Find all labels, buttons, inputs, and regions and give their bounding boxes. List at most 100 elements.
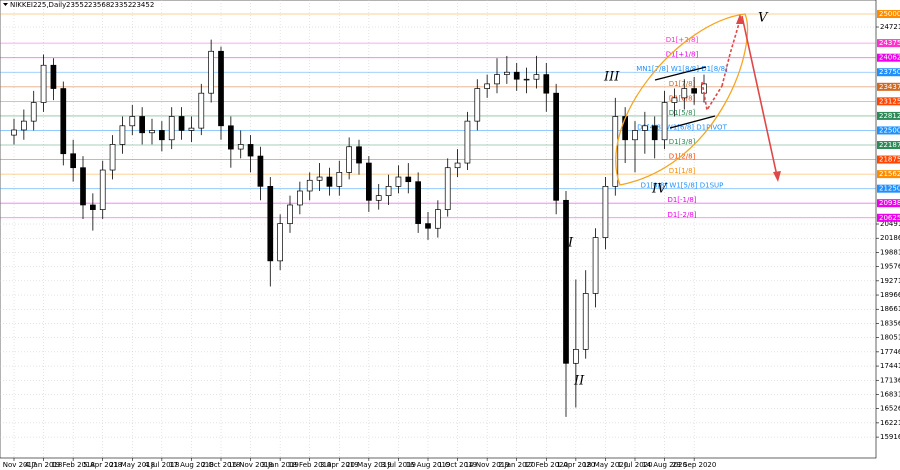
candle-body [701,83,707,94]
candle-body [375,195,382,201]
candle-body [198,92,205,129]
candle-body [494,74,500,85]
candle-body [208,50,214,94]
level-price: 24062 [879,54,900,62]
arrow-head [736,14,744,24]
y-tick-label: 17136 [880,376,900,384]
candle-body [671,97,678,103]
candle-body [70,153,76,169]
candle-body [444,167,451,210]
level-price: 20625 [879,214,900,222]
candle-body [50,64,57,89]
level-box [877,199,900,208]
candle-body [247,144,254,157]
level-label: D1[-2/8] [667,211,696,219]
y-tick-label: 20491 [880,220,900,228]
ellipse [615,13,749,186]
candle-body [159,130,165,141]
candle-body [464,120,471,164]
x-tick-label: 17 Aug 2018 [169,461,214,469]
trend-line [669,115,716,129]
ohlc-value: 23452 [132,1,154,9]
candle-body [188,127,195,131]
wave-label: IV [651,182,668,197]
x-tick-label: 21 May 2018 [109,461,155,469]
x-tick-label: 19 Feb 2018 [51,461,95,469]
x-tick-label: 14 Nov 2019 [465,461,510,469]
candle-body [257,155,264,187]
candle-body [425,223,431,229]
wave-label: II [573,374,585,389]
level-label: D1[-1/8] [667,196,696,204]
candle-body [691,88,697,94]
candle-body [297,190,303,206]
level-label: D1[+2/8] [666,36,699,44]
ohlc-value: 23552 [66,1,88,9]
level-box [877,82,900,91]
x-tick-label: 3 Jul 2019 [381,461,416,469]
level-label: D1[6/8] [669,94,696,102]
level-box [877,111,900,120]
level-box [877,155,900,164]
candle-body [218,50,224,127]
level-label: D1[4/8] W1[6/8] D1PIVOT [637,123,727,131]
level-price: 22812 [879,112,900,120]
level-box [877,213,900,222]
x-tick-label: 2 Jan 2020 [498,461,536,469]
forecast-path [741,15,778,177]
candle-body [11,129,17,136]
candle-body [237,144,244,150]
level-label: D1[3/8] [669,138,696,146]
level-label: D1[+1/8] [666,51,699,59]
x-tick-label: 16 Aug 2019 [406,461,451,469]
arrow-head [773,171,781,182]
candle-body [287,204,293,224]
candle-body [40,64,47,103]
y-tick-label: 18356 [880,319,900,327]
level-price: 21562 [879,170,900,178]
level-price: 21250 [879,185,900,193]
candle-body [356,146,362,164]
x-tick-label: 4 Jul 2018 [144,461,179,469]
x-tick-label: 20 May 2019 [346,461,392,469]
forecast-path [701,81,723,113]
candle-body [405,176,412,183]
candle-body [326,176,333,187]
level-label: D1[1/8] [669,167,696,175]
wave-label: V [758,11,769,26]
levels: D1[+2/8] D1[+1/8] MN1[7/8] W1[8/8] D1[8/8]… [0,13,876,219]
y-tick-label: 20186 [880,234,900,242]
y-tick-label: 16526 [880,405,900,413]
candle-body [415,181,421,224]
candle-body [553,92,559,201]
drawings [615,13,781,186]
x-tick-label: 3 Jan 2019 [261,461,299,469]
candle-body [346,146,352,173]
x-tick-label: 3 Apr 2019 [320,461,359,469]
level-box [877,10,900,19]
x-tick-label: 16 Nov 2017 [0,461,36,469]
trend-line [654,66,707,81]
x-tick-label: 4 Jan 2018 [25,461,63,469]
x-tick-label: 1 Oct 2019 [438,461,477,469]
level-label: MN1[7/8] W1[8/8] D1[8/8] [636,65,728,73]
level-box [877,170,900,179]
level-price: 22500 [879,126,900,134]
level-box [877,39,900,48]
candle-body [533,74,540,80]
candle-body [573,348,579,364]
candle-body [60,88,67,155]
candle-body [316,176,323,181]
level-price: 24375 [879,39,900,47]
level-label: D1[2/8] [669,153,696,161]
x-tick-label: 29 Sep 2020 [672,461,716,469]
level-box [877,53,900,62]
menu-icon[interactable] [3,3,8,6]
level-box [877,68,900,77]
